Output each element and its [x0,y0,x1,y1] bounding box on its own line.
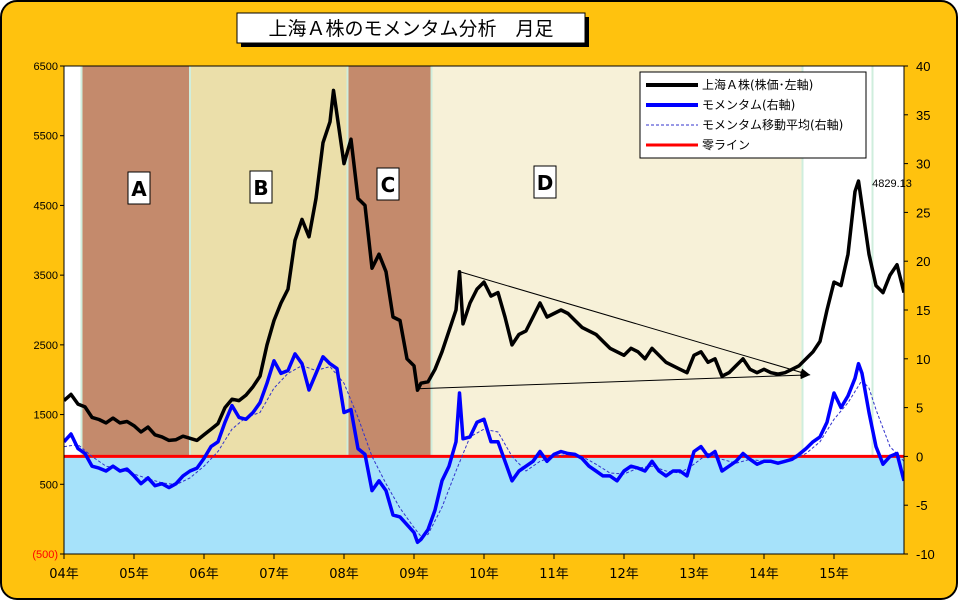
price-line [64,88,904,443]
left-tick-label: 2500 [34,340,58,352]
left-tick-label: 5500 [34,131,58,143]
right-tick-label: -10 [916,547,935,562]
trend-arrow-lower [417,371,811,390]
period-band-a-0 [81,66,190,457]
x-tick-label: 11年 [539,567,569,582]
x-tick-label: 13年 [679,567,709,582]
period-label-text: C [381,173,396,197]
left-tick-label: 500 [40,479,58,491]
x-tick-label: 05年 [119,567,149,582]
left-tick-label: 6500 [34,61,58,73]
right-tick-label: 30 [916,157,930,172]
period-label-text: B [253,176,268,200]
right-tick-label: 25 [916,205,930,220]
axes: 6500 5500 4500 3500 2500 1500 500 (500) 40 35 30 25… [32,59,934,582]
momentum-line [64,352,904,545]
legend-label-0: 上海Ａ株(株価･左軸) [702,77,813,92]
left-tick-label: (500) [32,549,58,561]
period-label-a: A [127,171,151,205]
x-tick-label: 12年 [609,567,639,582]
x-tick-label: 07年 [259,567,289,582]
period-label-box [249,170,273,204]
period-label-d: D [533,165,557,199]
x-tick-label: 09年 [399,567,429,582]
right-tick-label: 35 [916,108,930,123]
x-tick-label: 10年 [469,567,499,582]
legend: 上海Ａ株(株価･左軸) モメンタム(右軸) モメンタム移動平均(右軸) 零ライン [639,71,867,159]
legend-label-2: モメンタム移動平均(右軸) [702,117,843,132]
period-label-c: C [376,167,400,201]
period-band-b-2 [274,66,348,457]
period-label-b: B [249,170,273,204]
period-label-text: D [537,171,554,195]
x-tick-label: 14年 [749,567,779,582]
right-tick-label: -5 [916,498,928,513]
left-tick-label: 3500 [34,270,58,282]
period-label-box [376,167,400,201]
overlay: A B C D 4829.13 上海Ａ株(株価･左軸) モメンタム(右軸) モメンタム移動平均… [127,71,912,390]
x-tick-label: 15年 [819,567,849,582]
right-tick-label: 5 [916,401,923,416]
right-tick-label: 15 [916,303,930,318]
right-tick-label: 20 [916,254,930,269]
title-box [236,12,586,44]
x-tick-label: 06年 [189,567,219,582]
legend-label-3: 零ライン [702,138,750,152]
period-band-b-1 [190,66,274,457]
x-tick-label: 08年 [329,567,359,582]
last-value-label: 4829.13 [872,178,912,190]
left-tick-label: 4500 [34,200,58,212]
period-label-text: A [131,177,147,201]
period-label-box [127,171,151,205]
right-tick-label: 40 [916,59,930,74]
x-tick-label: 04年 [49,567,79,582]
legend-label-1: モメンタム(右軸) [702,97,795,112]
negative-area [64,456,904,554]
left-tick-label: 1500 [34,410,58,422]
period-band-c-3 [347,66,432,457]
trend-arrow-upper [459,271,811,377]
right-tick-label: 10 [916,352,930,367]
chart-title: 上海Ａ株のモメンタム分析 月足 [268,18,553,40]
period-label-box [533,165,557,199]
right-tick-label: 0 [916,449,923,464]
chart-title-group: 上海Ａ株のモメンタム分析 月足 [236,12,589,47]
